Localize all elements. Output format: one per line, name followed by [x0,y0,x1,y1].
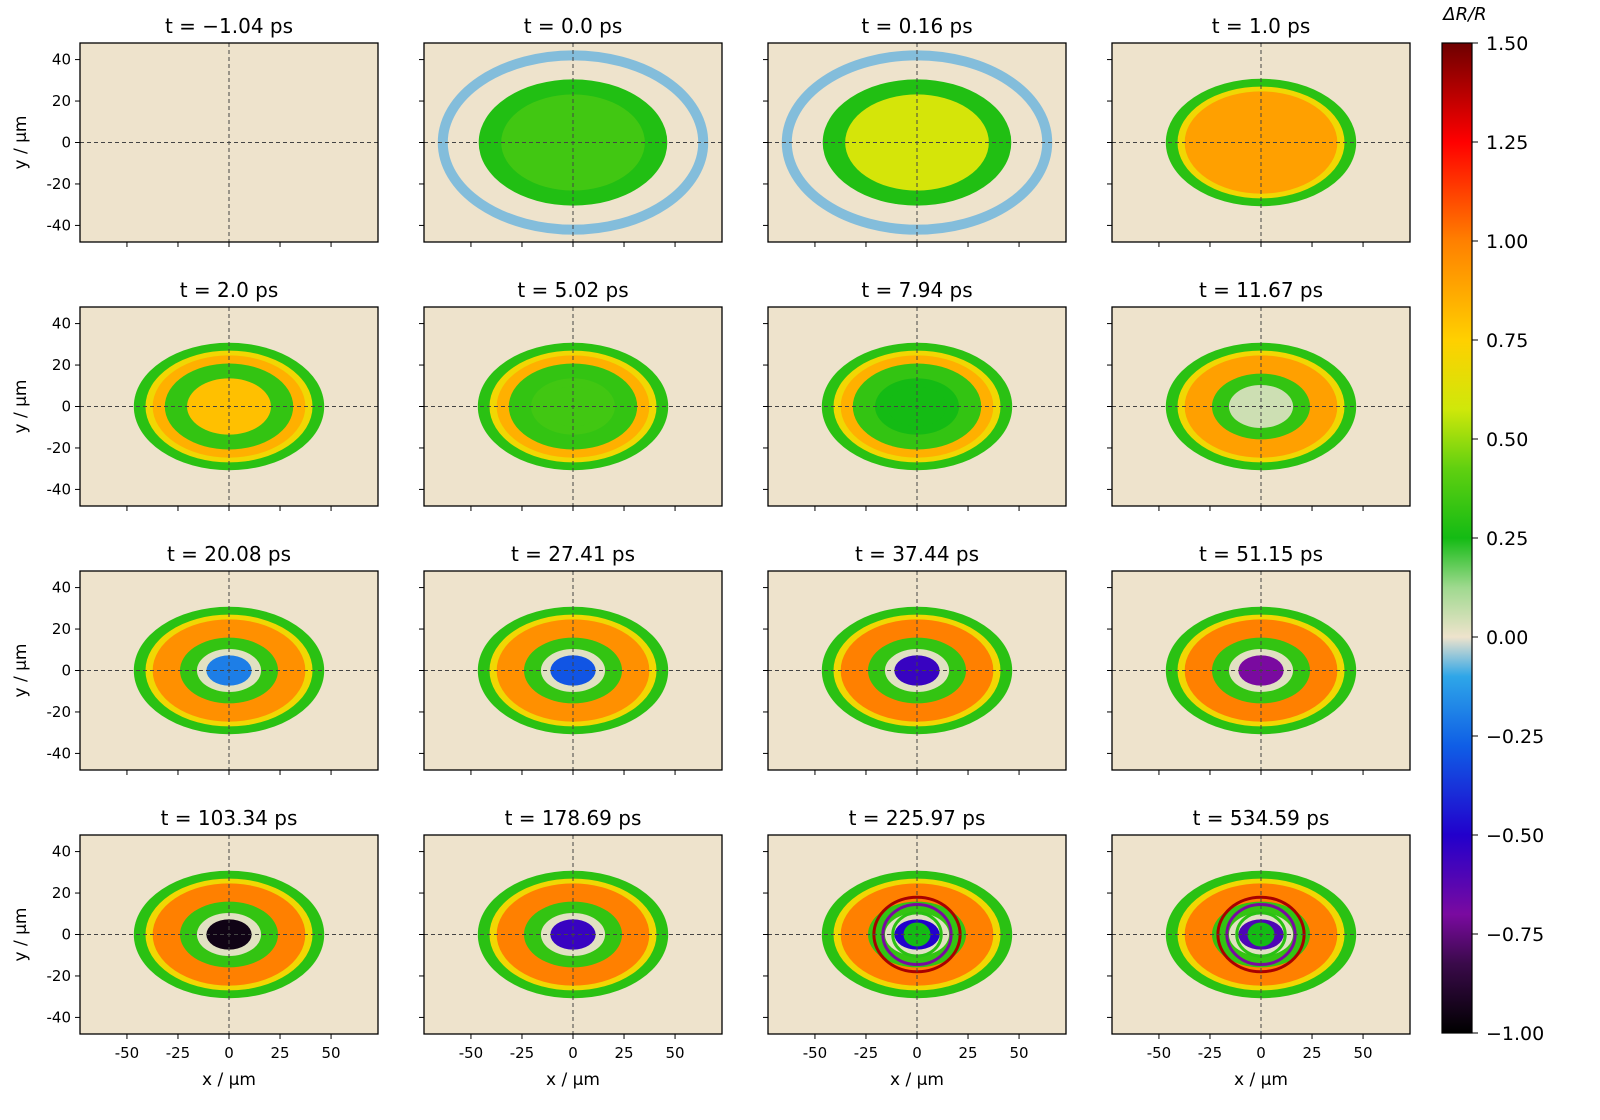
y-tick-label: 40 [52,579,71,597]
y-tick-label: -20 [47,703,72,721]
x-tick-label: -25 [166,1044,191,1062]
x-axis-label: x / µm [546,1070,600,1090]
panel-title: t = 103.34 ps [161,806,298,830]
x-tick-label: 0 [1256,1044,1266,1062]
y-tick-label: -20 [47,439,72,457]
x-tick-label: 25 [270,1044,289,1062]
panel-title: t = 7.94 ps [861,278,972,302]
y-tick-label: -40 [47,744,72,762]
panel: t = 27.41 ps [419,542,723,775]
x-tick-label: -50 [803,1044,828,1062]
x-tick-label: 25 [1302,1044,1321,1062]
colorbar-tick-label: 1.50 [1486,33,1528,55]
panel-title: t = 5.02 ps [517,278,628,302]
y-tick-label: 0 [61,662,71,680]
y-tick-label: 0 [61,926,71,944]
panel: t = 103.34 ps -50 -25 0 25 50 40 20 0 -20 -40 y / µ… [11,806,379,1090]
panel: t = 7.94 ps [763,278,1067,511]
x-tick-label: -50 [115,1044,140,1062]
panel-title: t = 27.41 ps [511,542,635,566]
panel: t = 534.59 ps -50 -25 0 25 50 x / µm [1107,806,1411,1090]
y-tick-label: -20 [47,175,72,193]
panel: t = 2.0 ps 40 20 0 -20 -40 y / µm [11,278,379,511]
panel-title: t = 0.0 ps [524,14,623,38]
y-tick-label: 0 [61,398,71,416]
panel: t = 1.0 ps [1107,14,1411,247]
panel-title: t = 534.59 ps [1193,806,1330,830]
panel: t = 11.67 ps [1107,278,1411,511]
panel: t = −1.04 ps 40 20 0 -20 -40 y / µm [11,14,379,247]
panel: t = 0.0 ps [419,14,723,247]
colorbar-tick-label: 1.00 [1486,231,1528,253]
colorbar-label: ΔR/R [1441,4,1486,25]
colorbar-tick-label: 1.25 [1486,132,1528,154]
colorbar-tick-label: 0.00 [1486,627,1528,649]
x-axis-label: x / µm [1234,1070,1288,1090]
y-tick-label: -40 [47,216,72,234]
y-axis-label: y / µm [11,908,31,962]
panel: t = 37.44 ps [763,542,1067,775]
y-tick-label: 40 [52,843,71,861]
halo-ring [781,50,1053,235]
x-tick-label: -25 [510,1044,535,1062]
y-tick-label: 40 [52,315,71,333]
panel-title: t = 0.16 ps [861,14,972,38]
y-tick-label: -40 [47,480,72,498]
x-tick-label: -25 [1198,1044,1223,1062]
colorbar-tick-label: −0.25 [1486,726,1544,748]
colorbar-tick-label: 0.25 [1486,528,1528,550]
colorbar: 1.50 1.25 1.00 0.75 0.50 0.25 0.00 −0.25 −0.50 −0… [1441,4,1544,1045]
x-axis-label: x / µm [890,1070,944,1090]
panel: t = 178.69 ps -50 -25 0 25 50 x / µm [419,806,723,1090]
x-tick-label: 25 [614,1044,633,1062]
y-axis-label: y / µm [11,380,31,434]
x-tick-label: -25 [854,1044,879,1062]
x-axis-label: x / µm [202,1070,256,1090]
y-tick-label: -40 [47,1008,72,1026]
x-tick-label: 50 [1354,1044,1373,1062]
colorbar-tick-label: −0.50 [1486,825,1544,847]
y-axis-label: y / µm [11,644,31,698]
panel: t = 51.15 ps [1107,542,1411,775]
panel-title: t = 37.44 ps [855,542,979,566]
x-tick-label: 0 [568,1044,578,1062]
y-tick-label: 0 [61,134,71,152]
x-tick-label: 50 [666,1044,685,1062]
y-tick-label: 40 [52,51,71,69]
panel-title: t = 2.0 ps [180,278,279,302]
x-tick-label: 0 [912,1044,922,1062]
panel-title: t = −1.04 ps [165,14,293,38]
y-tick-label: 20 [52,884,71,902]
colorbar-gradient [1441,42,1473,1034]
x-tick-label: 25 [958,1044,977,1062]
panel: t = 225.97 ps -50 -25 0 25 50 x / µm [763,806,1067,1090]
panel-title: t = 225.97 ps [849,806,986,830]
y-tick-label: 20 [52,356,71,374]
colorbar-tick-label: 0.75 [1486,330,1528,352]
y-tick-label: -20 [47,967,72,985]
panel-title: t = 178.69 ps [505,806,642,830]
y-tick-label: 20 [52,92,71,110]
panel: t = 5.02 ps [419,278,723,511]
x-tick-label: -50 [459,1044,484,1062]
y-axis-label: y / µm [11,116,31,170]
colorbar-tick-label: −0.75 [1486,924,1544,946]
colorbar-tick-label: −1.00 [1486,1023,1544,1045]
colorbar-tick-label: 0.50 [1486,429,1528,451]
panel: t = 0.16 ps [763,14,1067,247]
x-tick-label: 50 [322,1044,341,1062]
panel-title: t = 1.0 ps [1212,14,1311,38]
panel: t = 20.08 ps 40 20 0 -20 -40 y / µm [11,542,379,775]
panel-title: t = 51.15 ps [1199,542,1323,566]
x-tick-label: -50 [1147,1044,1172,1062]
panel-title: t = 20.08 ps [167,542,291,566]
x-tick-label: 50 [1010,1044,1029,1062]
panel-title: t = 11.67 ps [1199,278,1323,302]
y-tick-label: 20 [52,620,71,638]
halo-ring [437,50,709,235]
panel-grid: t = −1.04 ps 40 20 0 -20 -40 y / µm t = 0.0 ps t… [11,14,1411,1090]
x-tick-label: 0 [224,1044,234,1062]
